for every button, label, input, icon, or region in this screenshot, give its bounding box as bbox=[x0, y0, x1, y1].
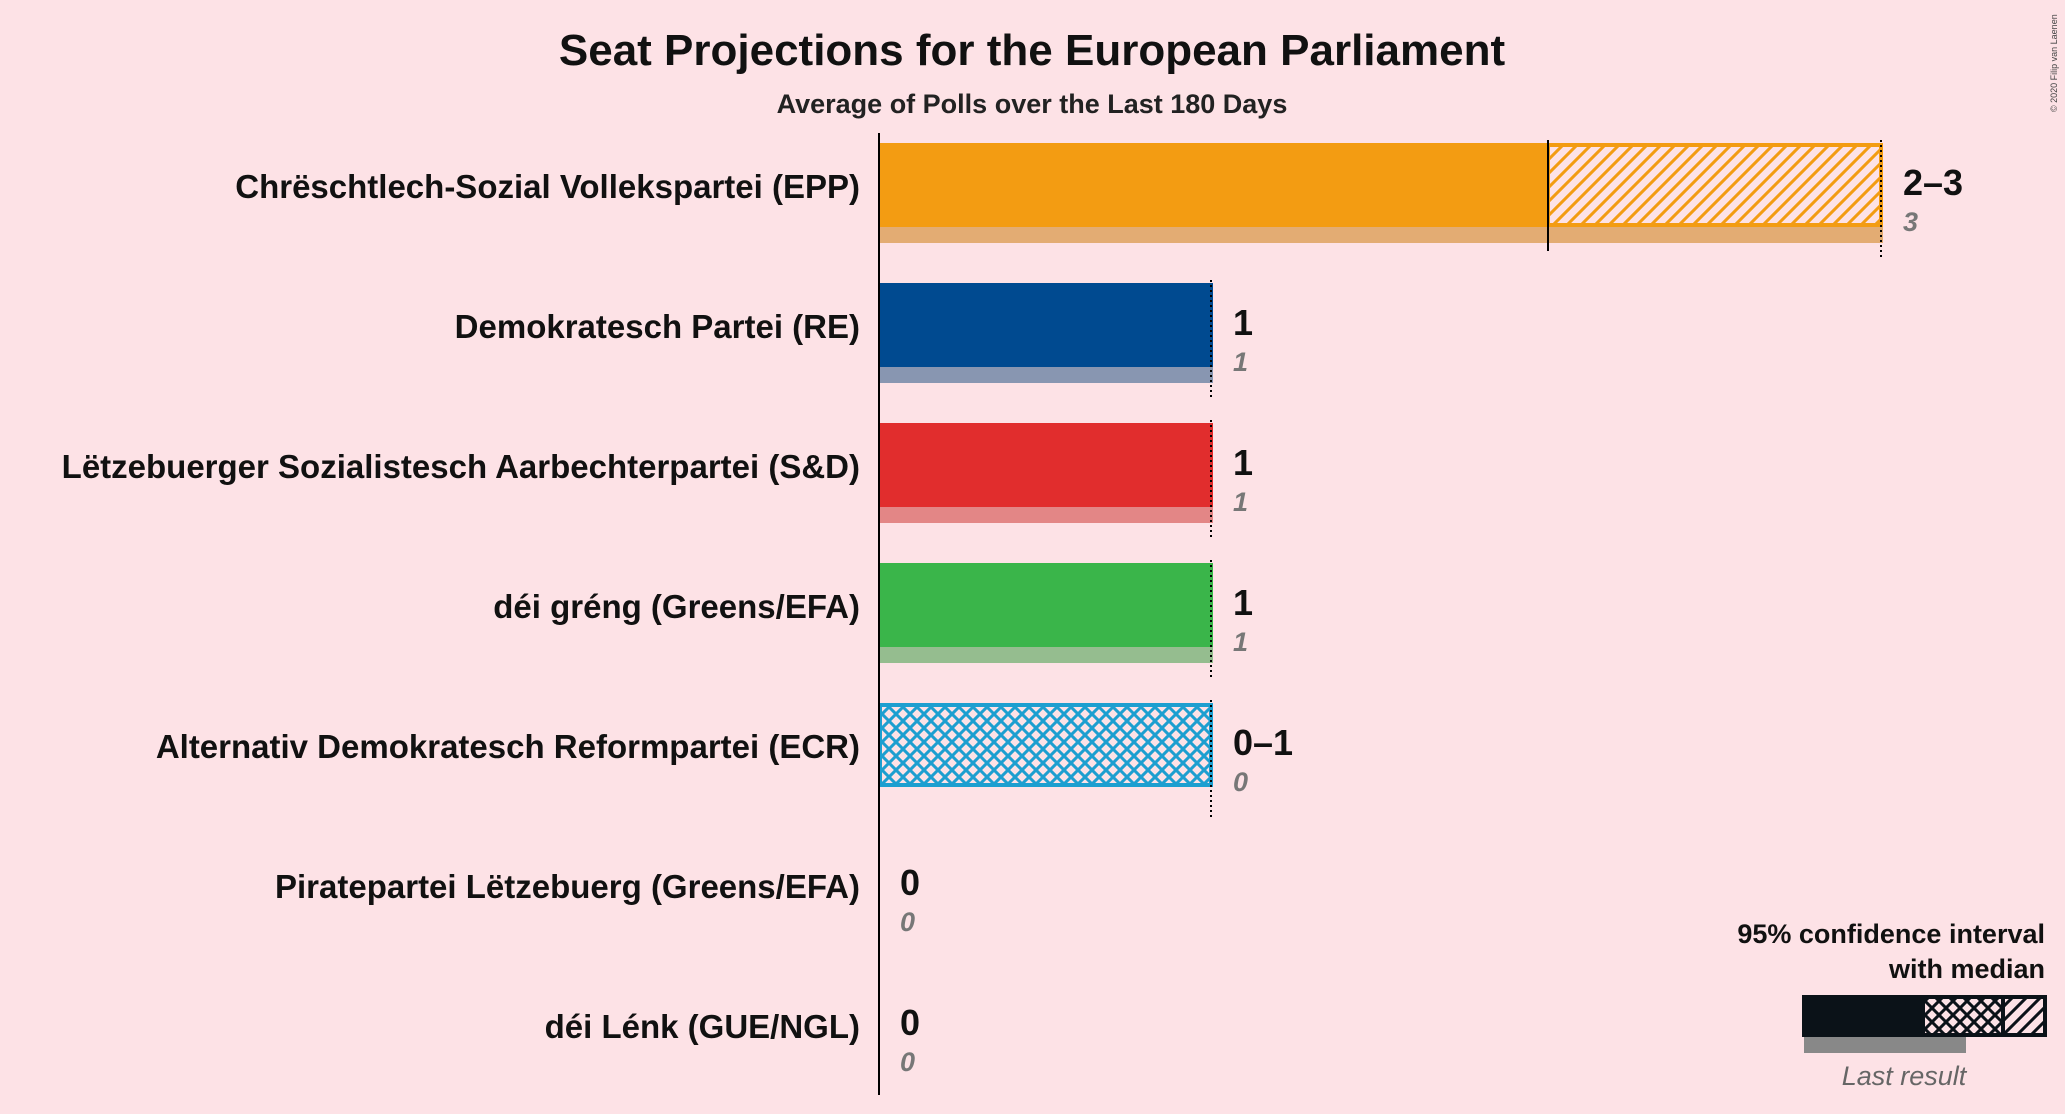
last-result-bar bbox=[878, 365, 1213, 383]
seat-range-label: 0 bbox=[900, 862, 920, 903]
last-result-label: 1 bbox=[1233, 347, 1248, 377]
legend-last-result-bar bbox=[1804, 1033, 1966, 1053]
legend-ci-label: 95% confidence interval bbox=[1737, 919, 2045, 949]
last-result-bar bbox=[878, 225, 1883, 243]
party-row: Piratepartei Lëtzebuerg (Greens/EFA) 0 0 bbox=[275, 862, 920, 937]
party-row: déi Lénk (GUE/NGL) 0 0 bbox=[545, 1002, 920, 1077]
legend-swatch bbox=[1802, 995, 2047, 1053]
legend-median-swatch bbox=[1802, 995, 1923, 1037]
last-result-bar bbox=[878, 505, 1213, 523]
legend-median-label: with median bbox=[1888, 954, 2045, 984]
party-row: Alternativ Demokratesch Reformpartei (EC… bbox=[156, 700, 1293, 817]
last-result-label: 3 bbox=[1903, 207, 1918, 237]
party-name-label: Piratepartei Lëtzebuerg (Greens/EFA) bbox=[275, 868, 860, 905]
party-name-label: Lëtzebuerger Sozialistesch Aarbechterpar… bbox=[62, 448, 860, 485]
party-name-label: déi gréng (Greens/EFA) bbox=[493, 588, 860, 625]
bars-layer: Chrëschtlech-Sozial Vollekspartei (EPP) 2… bbox=[62, 133, 1963, 1095]
party-name-label: Demokratesch Partei (RE) bbox=[455, 308, 860, 345]
party-name-label: Chrëschtlech-Sozial Vollekspartei (EPP) bbox=[235, 168, 860, 205]
chart-subtitle: Average of Polls over the Last 180 Days bbox=[777, 89, 1288, 119]
last-result-label: 0 bbox=[900, 1047, 915, 1077]
party-name-label: déi Lénk (GUE/NGL) bbox=[545, 1008, 860, 1045]
median-bar bbox=[878, 423, 1213, 507]
seat-range-label: 1 bbox=[1233, 582, 1253, 623]
party-row: Chrëschtlech-Sozial Vollekspartei (EPP) 2… bbox=[235, 140, 1963, 257]
last-result-label: 1 bbox=[1233, 487, 1248, 517]
median-bar bbox=[878, 563, 1213, 647]
legend-diagonal-hatch-swatch bbox=[2001, 995, 2047, 1037]
legend: 95% confidence interval with median Last… bbox=[1737, 919, 2047, 1091]
median-bar bbox=[878, 143, 1548, 227]
confidence-interval-bar bbox=[1546, 143, 1883, 227]
chart-title: Seat Projections for the European Parlia… bbox=[559, 26, 1506, 75]
legend-cross-hatch-swatch bbox=[1921, 995, 2005, 1037]
seat-range-label: 2–3 bbox=[1903, 162, 1963, 203]
seat-range-label: 0–1 bbox=[1233, 722, 1293, 763]
seat-range-label: 1 bbox=[1233, 302, 1253, 343]
copyright-text: © 2020 Filip van Laenen bbox=[2049, 14, 2059, 112]
confidence-interval-bar bbox=[878, 703, 1213, 787]
seat-range-label: 0 bbox=[900, 1002, 920, 1043]
seat-range-label: 1 bbox=[1233, 442, 1253, 483]
party-row: Lëtzebuerger Sozialistesch Aarbechterpar… bbox=[62, 420, 1253, 537]
median-bar bbox=[878, 283, 1213, 367]
last-result-bar bbox=[878, 645, 1213, 663]
last-result-label: 0 bbox=[1233, 767, 1248, 797]
last-result-label: 1 bbox=[1233, 627, 1248, 657]
last-result-label: 0 bbox=[900, 907, 915, 937]
party-name-label: Alternativ Demokratesch Reformpartei (EC… bbox=[156, 728, 860, 765]
legend-last-result-label: Last result bbox=[1842, 1061, 1968, 1091]
party-row: déi gréng (Greens/EFA) 1 1 bbox=[493, 560, 1253, 677]
party-row: Demokratesch Partei (RE) 1 1 bbox=[455, 280, 1253, 397]
